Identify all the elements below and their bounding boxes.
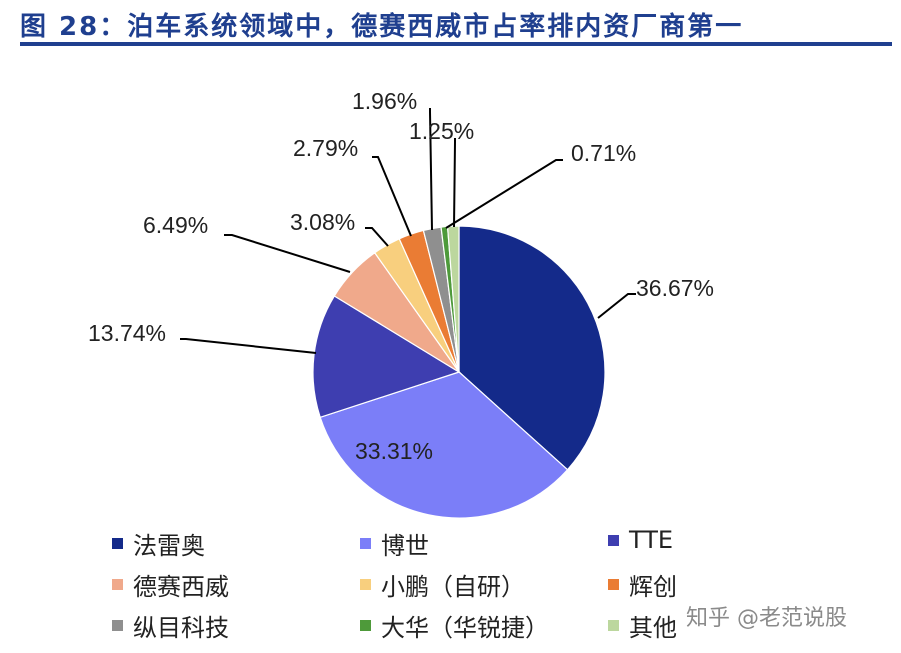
legend-swatch — [608, 579, 619, 590]
legend-swatch — [608, 620, 619, 631]
data-label-5: 3.08% — [290, 209, 355, 235]
legend-item: 纵目科技 — [112, 608, 229, 643]
legend-item: 辉创 — [608, 567, 677, 602]
legend-swatch — [112, 620, 123, 631]
pie-slice-2 — [319, 371, 569, 519]
legend-item: 其他 — [608, 608, 677, 643]
data-label-2: 33.31% — [355, 438, 433, 464]
leader-line-7 — [429, 108, 433, 231]
legend-label: 博世 — [381, 532, 429, 560]
legend-label: 小鹏（自研） — [381, 573, 525, 601]
legend-swatch — [608, 534, 619, 546]
legend-item: 大华（华锐捷） — [360, 608, 549, 643]
data-label-6: 2.79% — [293, 135, 358, 161]
legend-label: 纵目科技 — [133, 614, 229, 642]
data-label-3: 13.74% — [88, 320, 166, 346]
legend-label: TTE — [629, 526, 674, 554]
leader-line-1 — [597, 293, 636, 319]
legend-item: 德赛西威 — [112, 567, 229, 602]
leader-line-9 — [453, 138, 456, 228]
data-label-7: 1.96% — [352, 88, 417, 114]
legend-item: 法雷奥 — [112, 526, 205, 561]
title-underline — [20, 42, 892, 46]
data-label-4: 6.49% — [143, 212, 208, 238]
pie-slice-1 — [458, 225, 606, 471]
legend-label: 大华（华锐捷） — [381, 614, 549, 642]
legend-label: 其他 — [629, 614, 677, 642]
pie-slice-3 — [312, 295, 461, 419]
leader-line-6 — [372, 156, 412, 237]
data-label-1: 36.67% — [636, 275, 714, 301]
watermark: 知乎 @老范说股 — [686, 606, 847, 631]
legend-label: 德赛西威 — [133, 573, 229, 601]
legend-swatch — [360, 538, 371, 549]
leader-line-4 — [224, 234, 351, 273]
leader-line-8 — [445, 159, 563, 229]
legend-swatch — [360, 579, 371, 590]
leader-line-5 — [365, 227, 389, 247]
legend-item: TTE — [608, 526, 673, 554]
figure-title: 图 28：泊车系统领域中，德赛西威市占率排内资厂商第一 — [20, 12, 744, 42]
data-label-9: 1.25% — [409, 118, 474, 144]
legend-item: 小鹏（自研） — [360, 567, 525, 602]
leader-line-3 — [180, 338, 317, 354]
legend-label: 法雷奥 — [133, 532, 205, 560]
legend-swatch — [112, 579, 123, 590]
legend-swatch — [360, 620, 371, 631]
legend-item: 博世 — [360, 526, 429, 561]
legend-swatch — [112, 538, 123, 549]
data-label-8: 0.71% — [571, 140, 636, 166]
legend-label: 辉创 — [629, 573, 677, 601]
